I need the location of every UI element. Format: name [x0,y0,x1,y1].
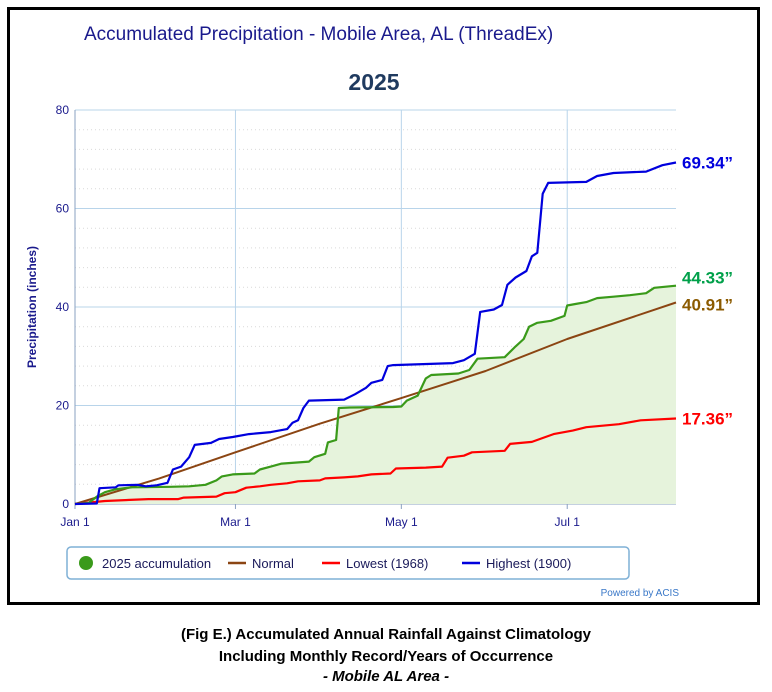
x-tick-label: Jul 1 [555,515,581,529]
x-tick-label: May 1 [385,515,418,529]
y-tick-label: 0 [62,497,69,511]
acis-credit[interactable]: Powered by ACIS [601,588,680,599]
y-tick-label: 20 [56,399,70,413]
figure-caption-line-2: Including Monthly Record/Years of Occurr… [218,648,554,665]
end-value-label-highest: 69.34” [682,154,733,173]
accumulation-area-fill [75,285,676,504]
legend-item-normal[interactable]: Normal [228,556,294,571]
plot-area: 0 20 40 60 80 Jan 1 Mar 1 May 1 Jul 1 Precipitati… [25,103,733,529]
chart-subtitle: 2025 [348,69,399,95]
x-tick-label: Mar 1 [220,515,251,529]
legend-box [66,546,630,580]
y-tick-label: 40 [56,300,70,314]
figure-caption-line-3: - Mobile AL Area - [322,668,450,685]
chart-svg: Accumulated Precipitation - Mobile Area,… [25,24,733,599]
legend-label-accum: 2025 accumulation [102,556,211,571]
legend-item-highest[interactable]: Highest (1900) [462,556,571,571]
y-axis-label: Precipitation (inches) [25,246,39,368]
legend-label-highest: Highest (1900) [486,556,571,571]
series-line-lowest [74,417,677,506]
series-line-highest [74,161,677,506]
series-line-accum [74,284,677,506]
end-value-label-normal: 40.91” [682,296,733,315]
y-tick-label: 60 [56,202,70,216]
chart-title: Accumulated Precipitation - Mobile Area,… [84,24,553,45]
legend-item-accum[interactable]: 2025 accumulation [79,556,211,571]
legend-item-lowest[interactable]: Lowest (1968) [322,556,428,571]
figure-caption-line-1: (Fig E.) Accumulated Annual Rainfall Aga… [180,626,592,643]
end-value-label-lowest: 17.36” [682,410,733,429]
legend-marker-accum [79,556,93,570]
legend-label-lowest: Lowest (1968) [346,556,428,571]
legend-label-normal: Normal [252,556,294,571]
end-value-label-accum: 44.33” [682,269,733,288]
x-tick-label: Jan 1 [60,515,90,529]
legend: 2025 accumulation Normal Lowest (1968) High… [66,546,630,580]
y-tick-label: 80 [56,103,70,117]
chart-frame: Accumulated Precipitation - Mobile Area,… [7,7,760,605]
